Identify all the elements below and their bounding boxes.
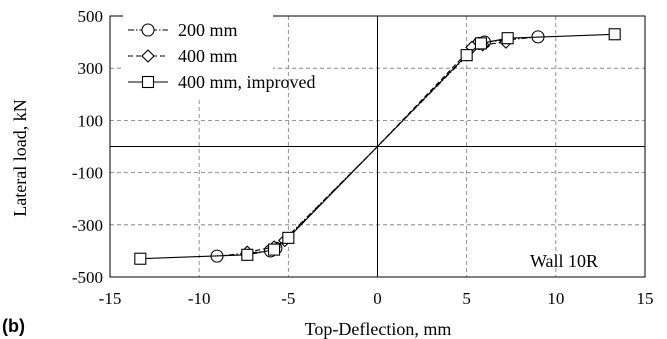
series-line <box>140 33 615 260</box>
wall-annotation: Wall 10R <box>530 251 598 271</box>
panel-label: (b) <box>2 316 25 336</box>
x-tick-label: 15 <box>637 289 654 308</box>
legend-label: 200 mm <box>178 20 238 40</box>
legend-item: 200 mm <box>128 20 238 40</box>
data-point <box>241 248 254 261</box>
data-point <box>134 252 147 265</box>
x-axis-title: Top-Deflection, mm <box>305 319 452 339</box>
series-3 <box>134 28 621 265</box>
legend-marker <box>141 23 155 37</box>
x-tick-label: 5 <box>462 289 471 308</box>
data-point <box>501 32 514 45</box>
series-layer <box>134 28 621 265</box>
legend-marker <box>141 75 155 89</box>
legend-label: 400 mm <box>178 46 238 66</box>
y-tick-label: 500 <box>78 7 104 26</box>
x-tick-label: 0 <box>373 289 382 308</box>
y-tick-label: 300 <box>78 59 104 78</box>
x-tick-label: -5 <box>281 289 295 308</box>
data-point <box>474 37 487 50</box>
data-point <box>460 49 473 62</box>
data-point <box>282 231 295 244</box>
legend-label: 400 mm, improved <box>178 72 316 92</box>
y-tick-label: -100 <box>72 164 103 183</box>
plot-frame <box>109 15 646 278</box>
data-point <box>268 243 281 256</box>
x-tick-label: -15 <box>99 289 122 308</box>
legend: 200 mm 400 mm 400 mm, improved <box>123 13 316 97</box>
data-point <box>608 28 621 41</box>
x-tick-label: 10 <box>547 289 564 308</box>
legend-marker <box>141 49 155 63</box>
y-tick-label: -500 <box>72 268 103 287</box>
y-tick-label: -300 <box>72 216 103 235</box>
x-tick-label: -10 <box>188 289 211 308</box>
legend-item: 400 mm <box>128 46 238 66</box>
tick-labels: -15 -10 -5 0 5 10 15 -500 -300 -100 100 300 500 <box>72 7 654 308</box>
legend-item: 400 mm, improved <box>128 72 316 92</box>
y-tick-label: 100 <box>78 111 104 130</box>
y-axis-title: Lateral load, kN <box>10 99 30 216</box>
